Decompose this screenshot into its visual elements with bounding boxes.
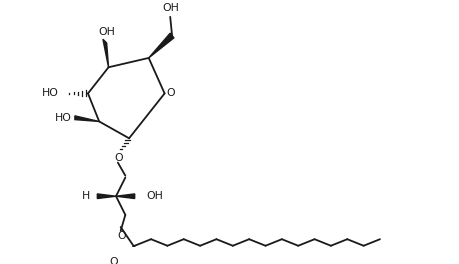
Polygon shape: [148, 33, 174, 58]
Polygon shape: [103, 39, 108, 67]
Text: O: O: [114, 153, 123, 163]
Text: HO: HO: [55, 113, 72, 123]
Text: HO: HO: [42, 88, 59, 98]
Polygon shape: [97, 194, 116, 199]
Text: O: O: [110, 257, 118, 264]
Text: OH: OH: [98, 27, 115, 37]
Text: H: H: [81, 191, 90, 201]
Text: O: O: [167, 88, 175, 98]
Polygon shape: [75, 116, 99, 121]
Text: OH: OH: [162, 3, 179, 13]
Text: O: O: [117, 232, 126, 241]
Text: OH: OH: [146, 191, 162, 201]
Polygon shape: [116, 194, 134, 199]
